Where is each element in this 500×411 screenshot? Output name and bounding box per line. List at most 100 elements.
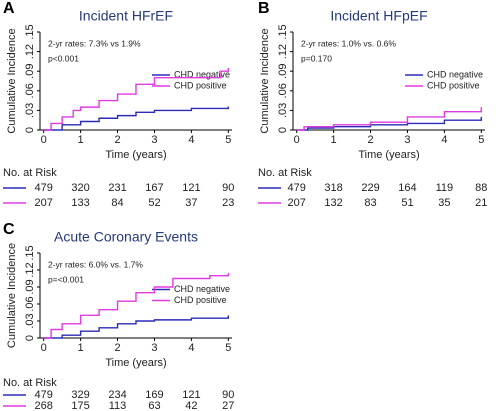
km-curve (296, 107, 483, 131)
y-tick-label: .12 (24, 44, 36, 59)
x-axis-label: Time (years) (358, 149, 419, 161)
risk-count: 83 (364, 197, 376, 209)
risk-count: 175 (71, 400, 89, 411)
chart-title: Incident HFpEF (330, 8, 427, 24)
risk-count: 35 (438, 197, 450, 209)
y-tick-label: .03 (24, 313, 36, 328)
annotation: p=0.170 (301, 53, 332, 63)
x-tick-label: 3 (404, 134, 410, 146)
y-tick-label: .09 (24, 279, 36, 294)
y-tick-label: .12 (277, 44, 289, 59)
legend-label: CHD positive (174, 80, 227, 90)
x-tick-label: 4 (188, 342, 194, 354)
annotation: p=<0.001 (48, 274, 84, 284)
risk-count: 63 (148, 400, 160, 411)
x-tick-label: 3 (151, 134, 157, 146)
km-curve (43, 67, 230, 131)
annotation: 2-yr rates: 6.0% vs. 1.7% (48, 259, 143, 269)
risk-count: 52 (148, 197, 160, 209)
legend-label: CHD positive (427, 80, 480, 90)
x-tick-label: 0 (41, 134, 47, 146)
panel-letter: A (3, 0, 15, 17)
y-tick-label: 0 (277, 127, 289, 133)
chart-title: Acute Coronary Events (54, 229, 198, 245)
x-tick-label: 3 (151, 342, 157, 354)
risk-count: 121 (182, 182, 200, 194)
y-tick-label: .15 (277, 24, 289, 39)
risk-count: 51 (401, 197, 413, 209)
x-tick-label: 2 (114, 134, 120, 146)
chart-title: Incident HFrEF (79, 8, 173, 24)
risk-count: 318 (324, 182, 342, 194)
x-axis-label: Time (years) (105, 357, 166, 369)
km-curve (43, 272, 230, 339)
annotation: 2-yr rates: 1.0% vs. 0.6% (301, 38, 396, 48)
legend-label: CHD negative (427, 69, 483, 79)
risk-count: 207 (35, 197, 53, 209)
risk-count: 169 (145, 389, 163, 401)
risk-count: 88 (475, 182, 487, 194)
risk-count: 121 (182, 389, 200, 401)
risk-count: 27 (222, 400, 234, 411)
risk-count: 268 (35, 400, 53, 411)
risk-count: 21 (475, 197, 487, 209)
x-tick-label: 4 (188, 134, 194, 146)
y-axis-label: Cumulative Incidence (6, 243, 18, 348)
y-axis-label: Cumulative Incidence (259, 28, 271, 133)
y-tick-label: .15 (24, 24, 36, 39)
x-tick-label: 0 (41, 342, 47, 354)
y-tick-label: .06 (24, 83, 36, 98)
panel-letter: B (258, 0, 270, 17)
y-tick-label: .09 (277, 64, 289, 79)
risk-count: 479 (288, 182, 306, 194)
risk-count: 167 (145, 182, 163, 194)
risk-count: 90 (222, 389, 234, 401)
risk-count: 119 (436, 182, 454, 194)
x-tick-label: 1 (78, 342, 84, 354)
x-tick-label: 4 (441, 134, 447, 146)
risk-count: 90 (222, 182, 234, 194)
risk-count: 207 (288, 197, 306, 209)
y-tick-label: .09 (24, 64, 36, 79)
risk-count: 231 (108, 182, 126, 194)
risk-count: 164 (398, 182, 416, 194)
legend-label: CHD negative (174, 284, 230, 294)
risk-count: 23 (222, 197, 234, 209)
x-tick-label: 1 (78, 134, 84, 146)
y-axis-label: Cumulative Incidence (6, 28, 18, 133)
risk-title: No. at Risk (3, 377, 57, 389)
y-tick-label: .06 (24, 296, 36, 311)
risk-title: No. at Risk (3, 167, 57, 179)
y-tick-label: .03 (277, 103, 289, 118)
risk-count: 229 (361, 182, 379, 194)
y-tick-label: 0 (24, 335, 36, 341)
panel-letter: C (3, 221, 15, 238)
x-tick-label: 5 (478, 134, 484, 146)
x-tick-label: 5 (225, 342, 231, 354)
risk-count: 329 (71, 389, 89, 401)
x-tick-label: 0 (294, 134, 300, 146)
x-tick-label: 2 (367, 134, 373, 146)
y-tick-label: .06 (277, 83, 289, 98)
risk-count: 42 (185, 400, 197, 411)
x-tick-label: 5 (225, 134, 231, 146)
risk-count: 132 (324, 197, 342, 209)
annotation: 2-yr rates: 7.3% vs 1.9% (48, 38, 141, 48)
risk-count: 320 (71, 182, 89, 194)
km-curve (296, 116, 483, 131)
risk-count: 37 (185, 197, 197, 209)
km-curve (43, 315, 230, 339)
risk-count: 113 (109, 400, 127, 411)
x-tick-label: 2 (114, 342, 120, 354)
risk-count: 479 (35, 389, 53, 401)
y-tick-label: .15 (24, 245, 36, 260)
x-tick-label: 1 (331, 134, 337, 146)
risk-count: 84 (111, 197, 123, 209)
y-tick-label: .03 (24, 103, 36, 118)
annotation: p<0.001 (48, 53, 79, 63)
risk-count: 133 (71, 197, 89, 209)
risk-count: 234 (108, 389, 126, 401)
km-curve (43, 106, 230, 131)
x-axis-label: Time (years) (105, 149, 166, 161)
risk-title: No. at Risk (258, 167, 312, 179)
